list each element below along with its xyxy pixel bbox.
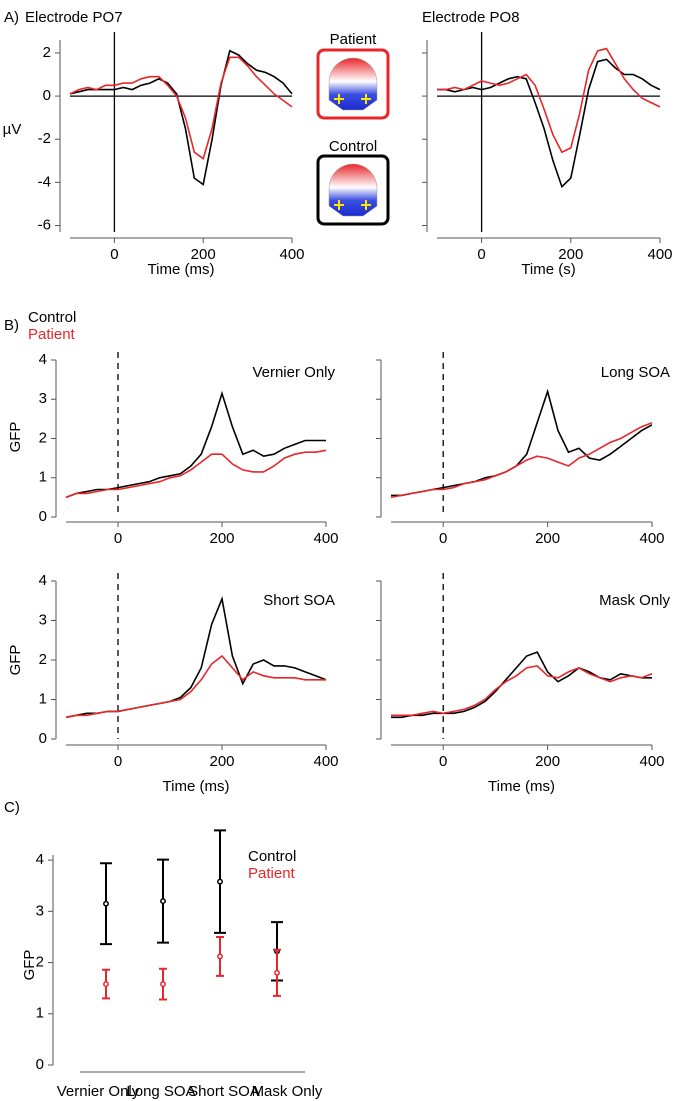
legend-label: Control <box>248 848 296 865</box>
x-tick-label: 0 <box>439 753 447 770</box>
y-axis-label: GFP <box>7 645 24 676</box>
y-tick-label: 3 <box>39 611 47 628</box>
x-axis-label: Time (ms) <box>488 778 555 795</box>
chart-title: Mask Only <box>599 592 670 609</box>
topo-electrodes <box>334 94 371 104</box>
y-axis-label: GFP <box>7 422 24 453</box>
mean-dot <box>160 981 166 988</box>
series-line <box>390 422 653 499</box>
y-axis-label: µV <box>3 121 22 138</box>
x-tick-label: 400 <box>313 530 338 547</box>
topo-label: Patient <box>330 31 378 48</box>
x-tick-label: Vernier Only <box>57 1083 140 1100</box>
mean-dot <box>274 969 280 976</box>
mean-dot <box>160 898 166 905</box>
mean-dot <box>103 981 109 988</box>
x-tick-label: 400 <box>639 753 664 770</box>
x-tick-label: 200 <box>558 246 583 263</box>
x-tick-label: 400 <box>647 246 672 263</box>
x-tick-label: 200 <box>209 753 234 770</box>
series-line <box>65 449 327 499</box>
x-tick-label: 200 <box>209 530 234 547</box>
x-tick-label: 0 <box>110 246 118 263</box>
x-tick-label: 400 <box>313 753 338 770</box>
x-tick-label: 0 <box>439 530 447 547</box>
mean-dot <box>217 953 223 960</box>
series-line <box>391 651 652 719</box>
topo-map <box>328 163 378 217</box>
x-tick-label: 400 <box>279 246 304 263</box>
y-tick-label: 1 <box>36 1005 44 1022</box>
panel-label: C) <box>4 799 20 816</box>
chart-title: Electrode PO8 <box>422 9 520 26</box>
series-line <box>391 665 653 717</box>
legend-label: Patient <box>28 326 76 343</box>
y-tick-label: 2 <box>39 651 47 668</box>
x-tick-label: 0 <box>114 530 122 547</box>
topo-map <box>328 57 378 111</box>
x-axis-label: Time (ms) <box>148 261 215 278</box>
y-tick-label: 0 <box>39 730 47 747</box>
y-tick-label: 4 <box>39 572 47 589</box>
series-line <box>391 388 653 497</box>
x-tick-label: Long SOA <box>126 1083 195 1100</box>
topo-electrodes <box>334 200 371 210</box>
x-tick-label: 200 <box>535 530 560 547</box>
y-tick-label: 1 <box>39 690 47 707</box>
x-tick-label: Short SOA <box>188 1083 260 1100</box>
y-tick-label: 3 <box>36 902 44 919</box>
y-tick-label: 2 <box>39 429 47 446</box>
y-tick-label: 0 <box>36 1056 44 1073</box>
y-tick-label: -6 <box>38 216 51 233</box>
x-tick-label: 200 <box>535 753 560 770</box>
chart-title: Vernier Only <box>252 364 335 381</box>
x-tick-label: Mask Only <box>252 1083 323 1100</box>
y-tick-label: 0 <box>39 508 47 525</box>
x-tick-label: 0 <box>114 753 122 770</box>
x-axis-label: Time (s) <box>521 261 575 278</box>
panel-label: A) <box>4 9 19 26</box>
series-line <box>65 595 327 719</box>
series-line <box>69 49 293 186</box>
topo-label: Control <box>329 138 377 155</box>
series-line <box>65 390 326 499</box>
chart-title: Electrode PO7 <box>25 9 123 26</box>
y-tick-label: 1 <box>39 469 47 486</box>
x-axis-label: Time (ms) <box>163 778 230 795</box>
y-tick-label: 3 <box>39 390 47 407</box>
y-tick-label: 4 <box>39 351 47 368</box>
y-tick-label: 0 <box>43 87 51 104</box>
chart-title: Long SOA <box>601 364 670 381</box>
x-tick-label: 200 <box>191 246 216 263</box>
y-tick-label: -2 <box>38 130 51 147</box>
legend-label: Patient <box>248 865 296 882</box>
y-tick-label: 2 <box>36 954 44 971</box>
mean-dot <box>103 900 109 907</box>
series-line <box>437 47 661 154</box>
series-line <box>437 58 661 189</box>
x-tick-label: 0 <box>477 246 485 263</box>
mean-dot <box>217 878 223 885</box>
y-axis-label: GFP <box>21 950 38 981</box>
legend-label: Control <box>28 309 76 326</box>
y-tick-label: 4 <box>36 851 44 868</box>
x-tick-label: 400 <box>639 530 664 547</box>
panel-label: B) <box>4 317 19 334</box>
series-line <box>69 56 293 161</box>
y-tick-label: 2 <box>43 44 51 61</box>
y-tick-label: -4 <box>38 173 51 190</box>
chart-title: Short SOA <box>263 592 335 609</box>
series-line <box>65 654 326 719</box>
